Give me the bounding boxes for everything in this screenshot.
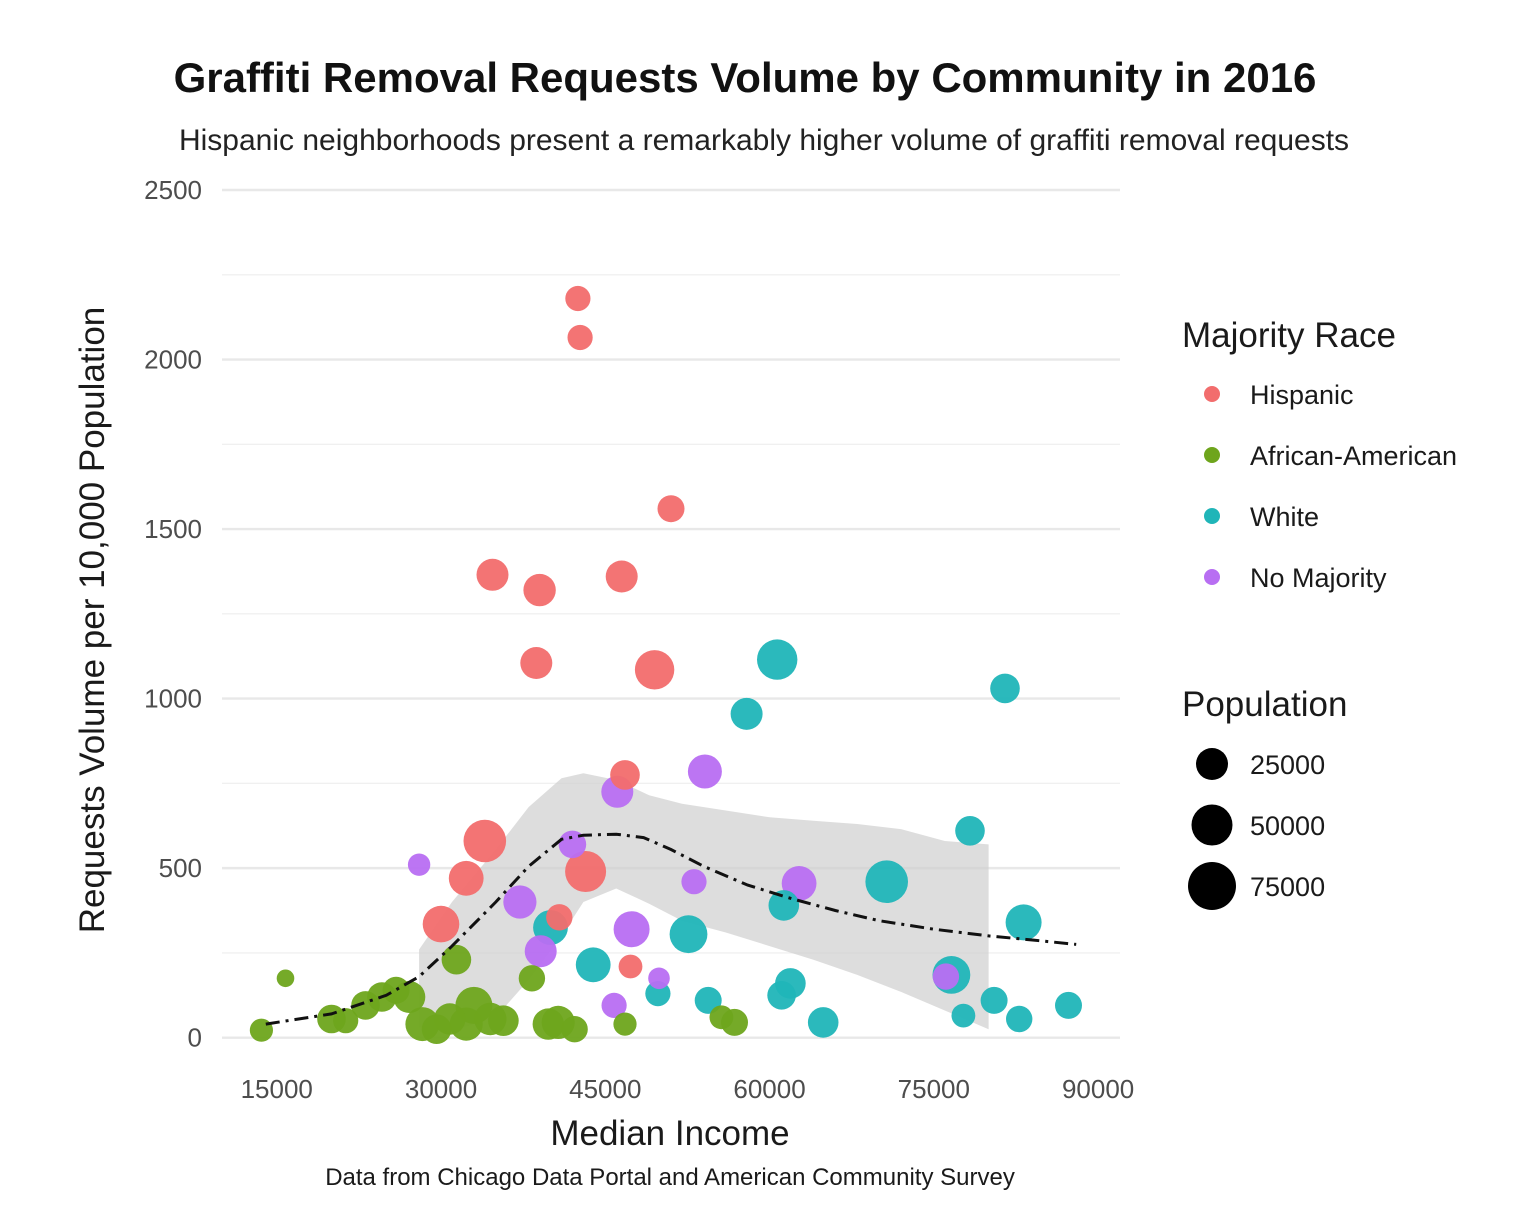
grid (222, 188, 1120, 1039)
chart-title: Graffiti Removal Requests Volume by Comm… (174, 54, 1317, 101)
color-legend-title: Majority Race (1182, 316, 1396, 355)
point-no-majority (648, 967, 670, 990)
y-tick-label: 1500 (144, 514, 202, 544)
legend-size-swatch (1191, 804, 1233, 846)
point-african-american (709, 1005, 734, 1030)
x-tick-label: 45000 (569, 1074, 641, 1104)
point-african-american (382, 976, 410, 1004)
legend-swatch-white (1204, 508, 1220, 524)
point-no-majority (601, 992, 627, 1019)
point-white (955, 816, 985, 846)
point-no-majority (407, 853, 431, 876)
point-white (1005, 904, 1042, 941)
legend-size-swatch (1188, 862, 1236, 910)
point-african-american (333, 1008, 359, 1034)
point-hispanic (422, 905, 460, 943)
x-tick-label: 30000 (405, 1074, 477, 1104)
legend-label: White (1250, 502, 1319, 532)
point-white (951, 1003, 976, 1028)
point-white (757, 639, 798, 680)
point-hispanic (520, 647, 553, 679)
x-tick-label: 75000 (898, 1074, 970, 1104)
y-tick-label: 0 (188, 1023, 202, 1053)
y-tick-label: 2500 (144, 175, 202, 205)
point-white (768, 890, 800, 921)
y-tick-label: 2000 (144, 345, 202, 375)
point-hispanic (634, 650, 675, 690)
point-hispanic (610, 760, 640, 790)
y-tick-label: 1000 (144, 684, 202, 714)
point-white (669, 915, 708, 954)
point-no-majority (613, 911, 650, 948)
point-no-majority (503, 885, 537, 919)
legend-label: African-American (1250, 441, 1457, 471)
legend-label: Hispanic (1250, 380, 1354, 410)
x-tick-label: 60000 (733, 1074, 805, 1104)
point-hispanic (448, 860, 484, 896)
point-african-american (613, 1012, 637, 1036)
point-white (694, 986, 722, 1014)
legend-label: 25000 (1250, 750, 1325, 780)
trend-line (265, 832, 1077, 1026)
point-hispanic (546, 904, 573, 931)
y-axis-ticks: 0 500 1000 1500 2000 2500 (144, 175, 202, 1053)
legend-swatch-no-majority (1204, 569, 1220, 585)
point-no-majority (932, 963, 960, 990)
legend-size-swatch (1196, 748, 1228, 780)
point-white (730, 697, 763, 730)
point-african-american (421, 1014, 452, 1044)
x-tick-label: 90000 (1062, 1074, 1134, 1104)
x-axis-title: Median Income (550, 1114, 789, 1153)
point-hispanic (605, 560, 638, 593)
y-axis-title: Requests Volume per 10,000 Population (73, 307, 112, 934)
point-african-american (488, 1005, 519, 1036)
smooth-trend-line (265, 832, 1077, 1026)
point-hispanic (565, 285, 591, 312)
point-white (575, 947, 611, 983)
point-no-majority (681, 869, 707, 895)
point-white (807, 1007, 839, 1038)
x-axis-ticks: 15000 30000 45000 60000 75000 90000 (241, 1074, 1135, 1104)
chart-subtitle: Hispanic neighborhoods present a remarka… (179, 124, 1349, 157)
scatter-points (249, 285, 1082, 1044)
point-african-american (441, 944, 472, 975)
point-african-american (276, 969, 295, 988)
point-hispanic (523, 573, 556, 607)
point-no-majority (687, 754, 722, 789)
point-hispanic (657, 495, 685, 523)
chart-caption: Data from Chicago Data Portal and Americ… (325, 1164, 1015, 1191)
legend-label: 75000 (1250, 872, 1325, 902)
point-white (980, 986, 1008, 1014)
point-no-majority (558, 830, 587, 859)
x-tick-label: 15000 (241, 1074, 313, 1104)
point-white (990, 673, 1020, 704)
point-white (767, 981, 796, 1010)
point-african-american (351, 991, 380, 1020)
point-hispanic (618, 954, 643, 979)
point-african-american (518, 965, 546, 992)
legend-swatch-hispanic (1204, 386, 1220, 402)
legend-label: 50000 (1250, 811, 1325, 841)
point-african-american (561, 1015, 588, 1043)
point-hispanic (476, 558, 509, 591)
y-tick-label: 500 (159, 853, 202, 883)
point-hispanic (565, 851, 607, 892)
point-white (1006, 1005, 1033, 1033)
point-white (1055, 991, 1082, 1019)
legend-label: No Majority (1250, 563, 1387, 593)
point-african-american (532, 1008, 564, 1040)
legend: Majority Race Population Hispanic African… (1182, 316, 1457, 910)
point-white (865, 860, 908, 903)
point-hispanic (463, 819, 507, 863)
size-legend-title: Population (1182, 685, 1347, 724)
legend-swatch-african-american (1204, 447, 1220, 463)
point-hispanic (567, 324, 593, 351)
point-no-majority (524, 935, 557, 968)
